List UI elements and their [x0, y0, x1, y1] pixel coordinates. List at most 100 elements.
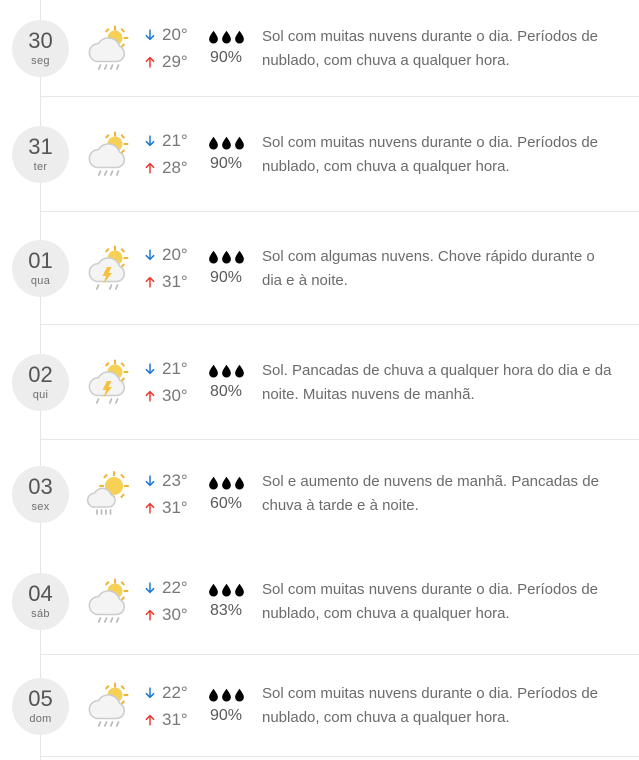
- min-temp: 22°: [162, 578, 188, 597]
- precip-percent: 90%: [209, 155, 243, 172]
- arrow-up-icon: [143, 389, 157, 403]
- min-temp: 20°: [162, 25, 188, 44]
- day-weekday: ter: [33, 161, 48, 173]
- raindrops-icon: [208, 688, 245, 702]
- day-weekday: sex: [31, 500, 50, 513]
- precipitation-probability: 60%: [200, 476, 252, 513]
- forecast-row-qua-01[interactable]: 01 qua 20° 31°: [0, 212, 639, 325]
- precip-percent: 80%: [209, 383, 243, 400]
- forecast-row-qui-02[interactable]: 02 qui 21° 30°: [0, 325, 639, 440]
- precipitation-probability: 90%: [200, 250, 252, 287]
- max-temp: 29°: [162, 52, 188, 71]
- day-number: 05: [28, 685, 53, 711]
- raindrops-icon: [208, 476, 245, 490]
- raindrops-icon: [208, 30, 245, 44]
- forecast-row-dom-05[interactable]: 05 dom 22° 31°: [0, 655, 639, 757]
- forecast-row-sex-03[interactable]: 03 sex 23° 31°: [0, 440, 639, 548]
- partly-sunny-showers-icon: [85, 578, 133, 626]
- precip-percent: 60%: [209, 494, 243, 512]
- day-weekday: seg: [31, 55, 50, 67]
- mostly-sunny-showers-icon: [85, 470, 133, 518]
- forecast-description: Sol com muitas nuvens durante o dia. Per…: [262, 685, 599, 726]
- forecast-row-ter-31[interactable]: 31 ter 21° 28°: [0, 97, 639, 212]
- temperature-range: 23° 31°: [143, 471, 198, 518]
- day-badge: 05 dom: [12, 677, 69, 735]
- arrow-down-icon: [143, 362, 157, 376]
- min-temp: 21°: [162, 359, 188, 378]
- partly-sunny-thunderstorm-icon: [85, 359, 133, 407]
- precipitation-probability: 90%: [200, 30, 252, 67]
- forecast-description: Sol. Pancadas de chuva a qualquer hora d…: [262, 361, 612, 403]
- forecast-description: Sol com muitas nuvens durante o dia. Per…: [262, 27, 599, 69]
- forecast-description: Sol com muitas nuvens durante o dia. Per…: [262, 580, 599, 622]
- day-weekday: dom: [29, 712, 52, 725]
- arrow-up-icon: [143, 275, 157, 289]
- precipitation-probability: 83%: [200, 583, 252, 620]
- arrow-up-icon: [143, 713, 157, 727]
- temperature-range: 20° 31°: [143, 245, 198, 292]
- day-badge: 31 ter: [12, 126, 69, 183]
- precip-percent: 90%: [209, 706, 243, 724]
- day-number: 31: [28, 134, 53, 159]
- day-number: 01: [28, 248, 53, 273]
- min-temp: 22°: [162, 682, 188, 702]
- temperature-range: 22° 30°: [143, 578, 198, 625]
- max-temp: 28°: [162, 158, 188, 177]
- partly-sunny-showers-icon: [85, 682, 133, 730]
- temperature-range: 21° 30°: [143, 359, 198, 406]
- arrow-down-icon: [143, 474, 157, 488]
- day-badge: 04 sáb: [12, 573, 69, 630]
- max-temp: 30°: [162, 605, 188, 624]
- min-temp: 23°: [162, 470, 188, 490]
- precipitation-probability: 90%: [200, 688, 252, 725]
- precip-percent: 90%: [209, 269, 243, 286]
- day-weekday: qua: [30, 275, 51, 287]
- forecast-description: Sol e aumento de nuvens de manhã. Pancad…: [262, 473, 599, 514]
- arrow-down-icon: [143, 248, 157, 262]
- temperature-range: 21° 28°: [143, 131, 198, 178]
- partly-sunny-showers-icon: [85, 131, 133, 179]
- day-badge: 03 sex: [12, 465, 69, 523]
- arrow-down-icon: [143, 686, 157, 700]
- temperature-range: 22° 31°: [143, 683, 198, 730]
- forecast-description: Sol com muitas nuvens durante o dia. Per…: [262, 133, 599, 175]
- min-temp: 20°: [162, 245, 188, 264]
- day-weekday: sáb: [31, 608, 50, 620]
- precipitation-probability: 80%: [200, 364, 252, 401]
- arrow-up-icon: [143, 161, 157, 175]
- partly-sunny-thunderstorm-icon: [85, 245, 133, 293]
- arrow-up-icon: [143, 608, 157, 622]
- day-badge: 02 qui: [12, 354, 69, 411]
- day-badge: 01 qua: [12, 240, 69, 297]
- arrow-down-icon: [143, 134, 157, 148]
- arrow-down-icon: [143, 28, 157, 42]
- forecast-description: Sol com algumas nuvens. Chove rápido dur…: [262, 247, 595, 289]
- arrow-up-icon: [143, 501, 157, 515]
- arrow-down-icon: [143, 581, 157, 595]
- arrow-up-icon: [143, 55, 157, 69]
- day-number: 04: [28, 581, 53, 606]
- raindrops-icon: [208, 136, 245, 150]
- precip-percent: 83%: [209, 602, 243, 619]
- max-temp: 30°: [162, 386, 188, 405]
- max-temp: 31°: [162, 709, 188, 729]
- partly-sunny-showers-icon: [85, 25, 133, 73]
- day-number: 30: [28, 28, 53, 53]
- raindrops-icon: [208, 364, 245, 378]
- day-badge: 30 seg: [12, 20, 69, 77]
- day-number: 03: [28, 473, 53, 499]
- min-temp: 21°: [162, 131, 188, 150]
- max-temp: 31°: [162, 497, 188, 517]
- forecast-row-seg-30[interactable]: 30 seg 20° 29°: [0, 0, 639, 97]
- max-temp: 31°: [162, 272, 188, 291]
- raindrops-icon: [208, 250, 245, 264]
- temperature-range: 20° 29°: [143, 25, 198, 72]
- precip-percent: 90%: [209, 49, 243, 66]
- raindrops-icon: [208, 583, 245, 597]
- day-number: 02: [28, 362, 53, 387]
- day-weekday: qui: [32, 389, 49, 401]
- forecast-row-sab-04[interactable]: 04 sáb 22° 30°: [0, 548, 639, 655]
- precipitation-probability: 90%: [200, 136, 252, 173]
